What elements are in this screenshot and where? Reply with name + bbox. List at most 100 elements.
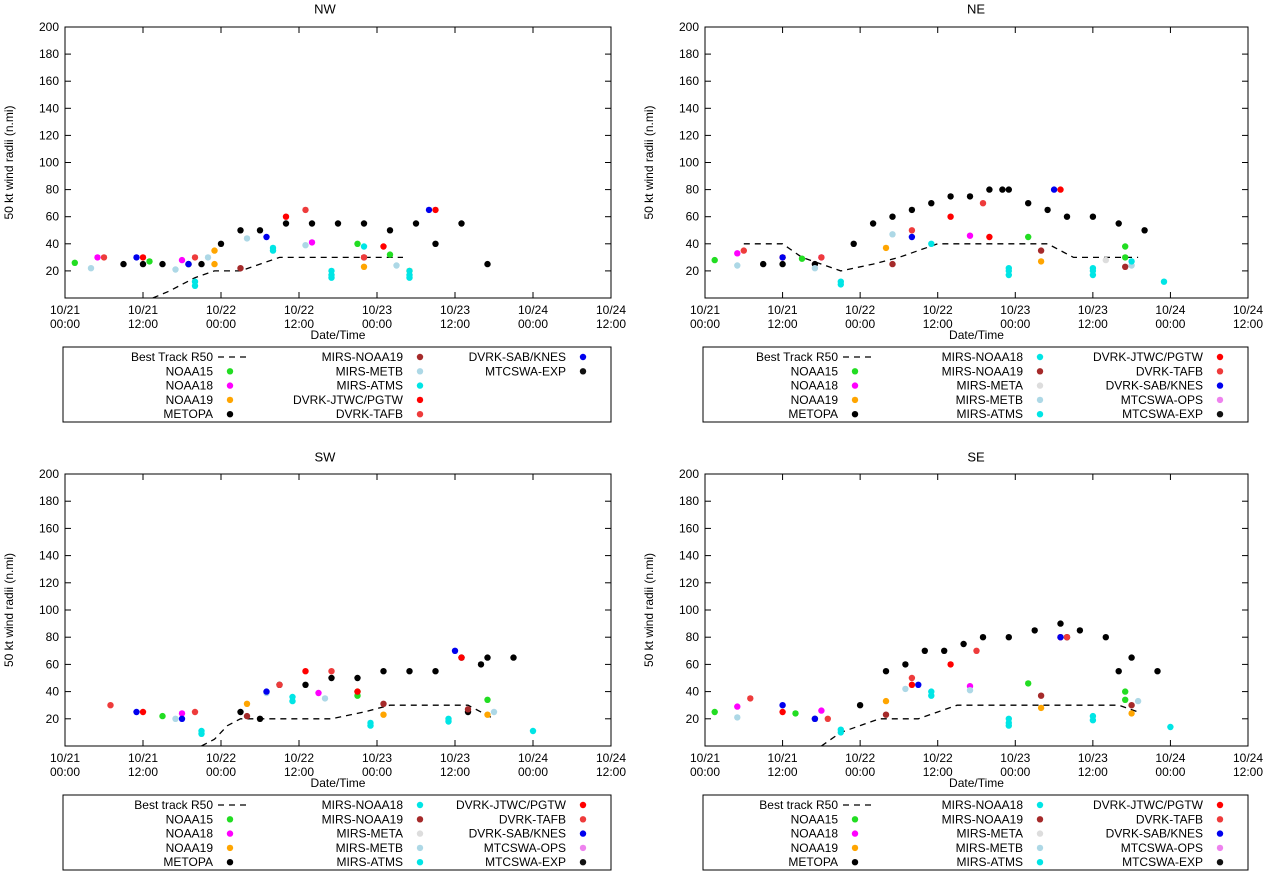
point-noaa19 [1037,258,1045,265]
point-metopa [760,260,767,268]
legend-label: NOAA18 [166,827,214,841]
point-metopa [237,708,244,716]
legend-sample-dot [851,844,859,852]
y-tick-label: 120 [39,128,59,142]
point-metopa [1025,200,1032,207]
y-tick-label: 80 [686,630,700,644]
point-noaa18 [178,256,186,264]
legend-box [62,346,612,423]
legend-label: Best Track R50 [756,350,838,364]
point-mirs-metb [321,695,329,702]
point-dvrk-jtwc-pgtw [139,254,147,261]
x-tick-date: 10/24 [596,303,626,317]
legend-sample-dot [851,396,859,404]
point-metopa [856,702,864,709]
x-axis-label: Date/Time [311,776,366,790]
point-dvrk-jtwc-pgtw [458,654,465,661]
y-tick-label: 120 [679,128,699,142]
legend-label: DVRK-JTWC/PGTW [293,393,404,407]
legend-label: Best track R50 [759,798,838,812]
legend-label: MIRS-NOAA19 [322,812,404,826]
point-noaa15 [386,251,394,258]
point-mirs-metb [490,708,498,716]
best-track-line [821,704,1139,746]
chart-title: SW [315,449,337,464]
point-dvrk-tafb [824,715,831,722]
chart-title: NW [314,1,336,16]
point-dvrk-sab-knes [779,702,786,709]
point-mirs-metb [734,714,741,721]
legend-sample-dot [226,859,234,866]
y-tick-label: 40 [686,685,700,699]
plot-frame [704,473,1249,747]
legend-label: MTCSWA-OPS [484,841,566,855]
y-tick-label: 140 [679,549,699,563]
point-metopa [139,260,147,268]
point-metopa [1154,668,1161,675]
legend-sample-dot [851,368,859,375]
x-tick-time: 12:00 [596,765,626,779]
point-dvrk-jtwc-pgtw [282,213,290,220]
legend-label: MTCSWA-OPS [1121,393,1203,407]
point-dvrk-sab-knes [451,647,459,654]
legend-sample-dot [1036,396,1044,404]
chart-panel-nw: NW 50 kt wind radii (n.mi) 20 40 60 80 100 120 1… [2,1,626,423]
legend-label: NOAA19 [166,393,214,407]
x-tick-time: 12:00 [923,765,953,779]
point-noaa15 [484,696,491,703]
point-mirs-atms [1005,722,1012,729]
point-dvrk-sab-knes [425,206,433,214]
point-metopa [477,661,485,668]
point-metopa [1031,627,1038,634]
point-metopa [256,715,264,722]
legend-sample-dot [851,830,859,837]
x-tick-date: 10/21 [128,751,158,765]
point-dvrk-tafb [908,674,916,682]
legend-label: NOAA15 [166,812,214,826]
y-tick-label: 200 [679,20,699,34]
point-mirs-atms [837,281,844,288]
point-dvrk-tafb [1063,634,1071,641]
legend-sample-dot [579,368,587,375]
x-tick-time: 12:00 [923,317,953,331]
legend-label: NOAA18 [791,379,839,393]
best-track-line [201,704,495,746]
point-mirs-metb [172,266,179,273]
legend-sample-dot [1036,859,1044,866]
plot-frame [64,26,612,299]
x-tick-time: 12:00 [1233,317,1263,331]
y-tick-label: 120 [39,576,59,590]
point-mirs-atms [191,282,199,289]
legend-sample-dot [1216,830,1224,837]
point-noaa19 [380,711,387,718]
point-dvrk-sab-knes [263,233,270,241]
x-tick-time: 00:00 [690,765,720,779]
legend-label: MIRS-ATMS [337,855,403,869]
legend-label: NOAA18 [791,827,839,841]
point-mirs-metb [966,687,974,694]
y-tick-label: 180 [39,494,59,508]
point-mirs-noaa18 [1167,723,1174,731]
legend-label: MIRS-NOAA19 [942,364,1024,378]
legend-box [702,794,1249,871]
x-tick-time: 12:00 [1078,765,1108,779]
chart-title: SE [967,449,985,464]
point-noaa19 [211,247,218,254]
legend-sample-dot [851,816,859,823]
point-mirs-noaa19 [464,706,472,713]
x-tick-date: 10/21 [768,751,798,765]
legend-label: DVRK-TAFB [336,407,403,421]
legend-label: MTCSWA-EXP [485,855,566,869]
point-noaa15 [1122,688,1129,695]
x-tick-time: 12:00 [768,765,798,779]
point-metopa [380,668,387,675]
point-mirs-meta [1102,256,1110,264]
point-dvrk-tafb [191,254,199,261]
legend-label: MIRS-META [957,827,1023,841]
legend-sample-dot [1036,816,1044,823]
point-mirs-noaa19 [1037,247,1045,254]
point-noaa18 [315,689,322,697]
point-dvrk-tafb [979,200,987,207]
legend-sample-dot [416,859,424,866]
x-tick-time: 00:00 [1000,765,1030,779]
